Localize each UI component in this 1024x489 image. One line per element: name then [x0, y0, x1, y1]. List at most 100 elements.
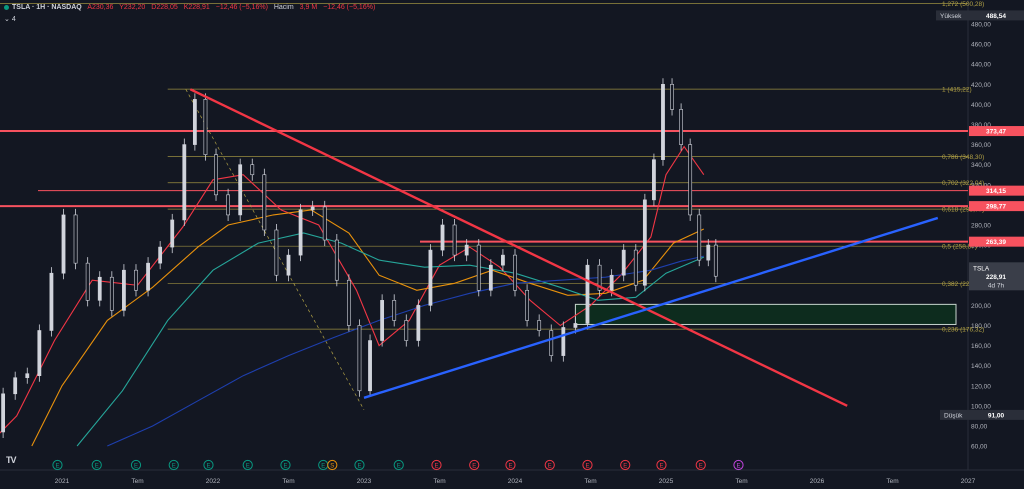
- candle-body[interactable]: [488, 264, 493, 291]
- candle-body[interactable]: [286, 254, 291, 276]
- candle-body[interactable]: [652, 159, 656, 201]
- candle-body[interactable]: [85, 262, 90, 301]
- candle-body[interactable]: [513, 254, 517, 291]
- candle-body[interactable]: [585, 264, 590, 324]
- symbol-title[interactable]: TSLA · 1H · NASDAQ: [12, 4, 82, 11]
- indicators-toggle-button[interactable]: ⌄ 4: [4, 16, 16, 23]
- downtrend-line[interactable]: [189, 88, 848, 407]
- event-marker-icon[interactable]: [582, 459, 593, 471]
- candle-body[interactable]: [203, 99, 208, 155]
- event-marker-icon[interactable]: [280, 459, 291, 471]
- candle-body[interactable]: [334, 239, 339, 281]
- candle-body[interactable]: [357, 325, 362, 392]
- candle-body[interactable]: [661, 83, 665, 160]
- candle-body[interactable]: [525, 289, 529, 321]
- candle-body[interactable]: [262, 174, 267, 231]
- candle-body[interactable]: [561, 327, 566, 356]
- moving-average-line[interactable]: [31, 209, 705, 447]
- candle-body[interactable]: [146, 262, 150, 291]
- event-marker-icon[interactable]: [327, 459, 338, 471]
- candle-body[interactable]: [404, 320, 409, 341]
- event-marker-icon[interactable]: [505, 459, 516, 471]
- candle-body[interactable]: [713, 244, 718, 277]
- candle-body[interactable]: [170, 219, 175, 248]
- candle-body[interactable]: [158, 246, 163, 264]
- event-marker-icon[interactable]: [242, 459, 253, 471]
- candle-body[interactable]: [380, 300, 385, 341]
- candle-body[interactable]: [609, 274, 614, 291]
- candle-body[interactable]: [73, 214, 78, 264]
- event-marker-icon[interactable]: [431, 459, 442, 471]
- event-marker-icon[interactable]: [733, 459, 744, 471]
- x-tick-label: 2022: [206, 478, 221, 485]
- candle-body[interactable]: [109, 276, 114, 311]
- candle-body[interactable]: [706, 244, 711, 261]
- event-marker-icon[interactable]: [52, 459, 63, 471]
- candle-body[interactable]: [1, 393, 6, 433]
- candle-body[interactable]: [226, 194, 231, 216]
- candle-body[interactable]: [61, 214, 66, 274]
- uptrend-line[interactable]: [363, 216, 939, 399]
- candle-body[interactable]: [633, 249, 638, 286]
- candle-body[interactable]: [214, 154, 218, 196]
- event-marker-icon[interactable]: [130, 459, 142, 471]
- candle-body[interactable]: [537, 320, 542, 331]
- candle-body[interactable]: [597, 264, 602, 291]
- candle-body[interactable]: [440, 224, 445, 251]
- y-tick-label: 140,00: [971, 363, 991, 370]
- candle-body[interactable]: [134, 269, 138, 291]
- event-marker-icon[interactable]: [168, 459, 179, 471]
- candle-body[interactable]: [549, 330, 554, 356]
- candle-body[interactable]: [310, 206, 315, 211]
- candle-body[interactable]: [238, 164, 243, 216]
- moving-average-line[interactable]: [76, 232, 705, 447]
- event-marker-icon[interactable]: [91, 459, 102, 471]
- candle-body[interactable]: [697, 214, 702, 261]
- candle-body[interactable]: [97, 276, 102, 301]
- candle-body[interactable]: [346, 279, 351, 326]
- candle-body[interactable]: [250, 164, 255, 176]
- candle-body[interactable]: [49, 272, 54, 331]
- event-marker-icon[interactable]: [203, 459, 214, 471]
- candle-body[interactable]: [476, 244, 481, 291]
- candle-body[interactable]: [452, 224, 457, 256]
- candle-body[interactable]: [642, 199, 647, 286]
- candle-body[interactable]: [182, 144, 187, 221]
- candle-body[interactable]: [392, 300, 397, 321]
- candle-body[interactable]: [368, 340, 372, 392]
- candle-body[interactable]: [688, 144, 693, 216]
- event-marker-label: E: [246, 463, 250, 469]
- candle-body[interactable]: [13, 377, 18, 395]
- candle-body[interactable]: [322, 206, 327, 241]
- x-tick-label: Tem: [433, 478, 445, 485]
- candle-body[interactable]: [37, 330, 42, 377]
- candle-body[interactable]: [416, 305, 421, 341]
- event-marker-icon[interactable]: [544, 459, 555, 471]
- candle-body[interactable]: [25, 373, 30, 379]
- candle-body[interactable]: [679, 109, 684, 145]
- event-marker-icon[interactable]: [695, 459, 706, 471]
- candle-body[interactable]: [464, 244, 469, 256]
- candle-body[interactable]: [122, 269, 126, 311]
- fib-level-label: 0,236 (176,32): [942, 327, 984, 334]
- event-marker-icon[interactable]: [620, 459, 631, 471]
- event-marker-icon[interactable]: [656, 459, 667, 471]
- candle-body[interactable]: [573, 323, 578, 328]
- event-marker-label: E: [357, 463, 361, 469]
- candle-body[interactable]: [298, 209, 303, 256]
- candle-body[interactable]: [428, 249, 433, 306]
- event-marker-label: E: [508, 463, 512, 469]
- event-marker-icon[interactable]: [393, 459, 404, 471]
- chart-header: TSLA · 1H · NASDAQ A230,36 Y232,20 D228,…: [4, 3, 379, 13]
- event-marker-icon[interactable]: [354, 459, 365, 471]
- event-marker-icon[interactable]: [469, 459, 480, 471]
- candle-body[interactable]: [192, 99, 197, 145]
- candle-body[interactable]: [621, 249, 626, 276]
- volume-value: 3,9 M: [299, 4, 318, 11]
- candle-body[interactable]: [670, 83, 674, 110]
- candle-body[interactable]: [501, 254, 505, 266]
- moving-average-line[interactable]: [0, 145, 705, 455]
- x-tick-label: 2021: [55, 478, 70, 485]
- candle-body[interactable]: [274, 229, 279, 276]
